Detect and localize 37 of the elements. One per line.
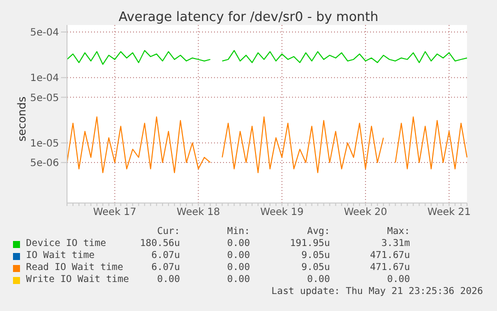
- legend-label: Read IO Wait time: [26, 262, 124, 273]
- text: 0.00: [386, 274, 410, 285]
- text: Last update: Thu May 21 23:25:36 2026: [270, 286, 483, 297]
- legend-label: Write IO Wait time: [26, 274, 129, 285]
- text: 9.05u: [300, 262, 330, 273]
- y-tick-label: 1e-05: [30, 138, 59, 150]
- text: 6.07u: [151, 262, 180, 273]
- text: 180.56u: [138, 238, 180, 249]
- text: Max:: [386, 226, 410, 237]
- text: Min:: [226, 226, 250, 237]
- text: 0.00: [226, 274, 250, 285]
- y-tick-label: 5e-04: [30, 28, 59, 39]
- text: 0.00: [306, 274, 330, 285]
- chart-title: Average latency for /dev/sr0 - by month: [118, 10, 380, 25]
- text: 0.00: [226, 262, 250, 273]
- x-tick-label: Week 21: [427, 207, 471, 218]
- text: 191.95u: [288, 238, 330, 249]
- x-tick-label: Week 17: [93, 207, 136, 218]
- text: 0.00: [226, 238, 250, 249]
- x-tick-label: Week 18: [176, 207, 220, 218]
- y-tick-label: 1e-04: [30, 73, 59, 84]
- x-tick-label: Week 19: [260, 207, 304, 218]
- text: 471.67u: [368, 250, 410, 261]
- y-tick-label: 5e-06: [30, 158, 59, 170]
- text: Cur:: [156, 226, 180, 237]
- text: 0.00: [226, 250, 250, 261]
- y-axis-title: seconds: [16, 96, 28, 142]
- text: 471.67u: [368, 262, 410, 273]
- text: 6.07u: [150, 250, 180, 261]
- x-tick-label: Week 20: [344, 207, 388, 218]
- text: 3.31m: [380, 238, 410, 249]
- y-tick-label: 5e-05: [30, 92, 59, 104]
- text: 0.00: [157, 274, 180, 285]
- text: Avg:: [306, 226, 330, 237]
- legend-label: IO Wait time: [26, 250, 95, 261]
- legend-label: Device IO time: [26, 238, 106, 249]
- text: 9.05u: [300, 250, 330, 261]
